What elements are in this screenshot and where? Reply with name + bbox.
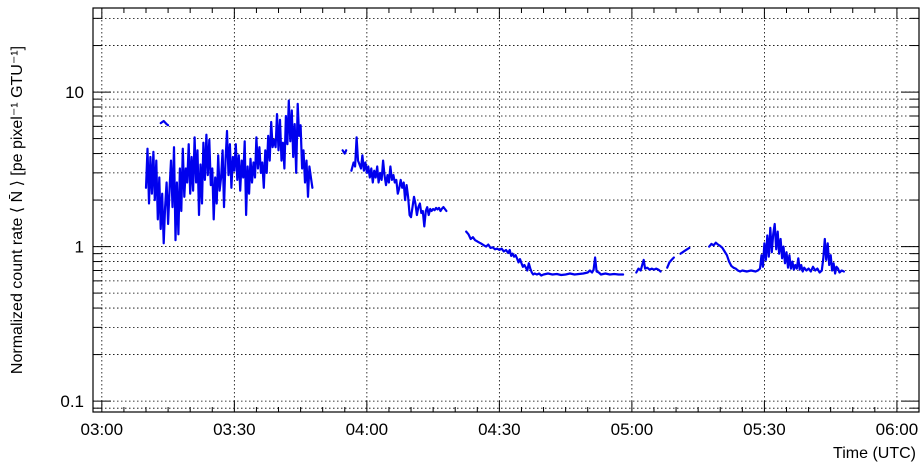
- series-line-segment: [708, 222, 845, 275]
- series-layer: [144, 99, 845, 277]
- series-line-segment: [635, 258, 662, 274]
- x-tick-label: 05:00: [611, 420, 654, 439]
- x-tick-label: 03:00: [81, 420, 124, 439]
- y-axis-title: Normalized count rate ⟨ N̄ ⟩ [pe pixel⁻¹…: [9, 46, 26, 374]
- x-tick-labels: 03:00 03:30 04:00 04:30 05:00 05:30 06:00: [81, 420, 919, 439]
- y-tick-label: 1: [75, 238, 84, 257]
- series-line-segment: [679, 246, 691, 255]
- x-tick-label: 05:30: [743, 420, 786, 439]
- series-line-segment: [350, 136, 448, 228]
- series-line-segment: [341, 149, 348, 155]
- y-tick-label: 10: [65, 83, 84, 102]
- series-line-segment: [666, 256, 675, 269]
- series-line-segment: [159, 119, 170, 127]
- series-line-segment: [465, 230, 625, 277]
- x-tick-label: 04:00: [346, 420, 389, 439]
- y-tick-labels: 0.1 1 10: [60, 83, 84, 411]
- x-axis-title: Time (UTC): [833, 445, 916, 462]
- series-line-segment: [144, 99, 314, 245]
- grid-lines: [93, 8, 919, 412]
- x-tick-label: 06:00: [876, 420, 919, 439]
- x-tick-label: 04:30: [478, 420, 521, 439]
- x-tick-label: 03:30: [213, 420, 256, 439]
- y-tick-label: 0.1: [60, 392, 84, 411]
- axis-ticks: [93, 8, 920, 412]
- plot-frame: [92, 7, 920, 413]
